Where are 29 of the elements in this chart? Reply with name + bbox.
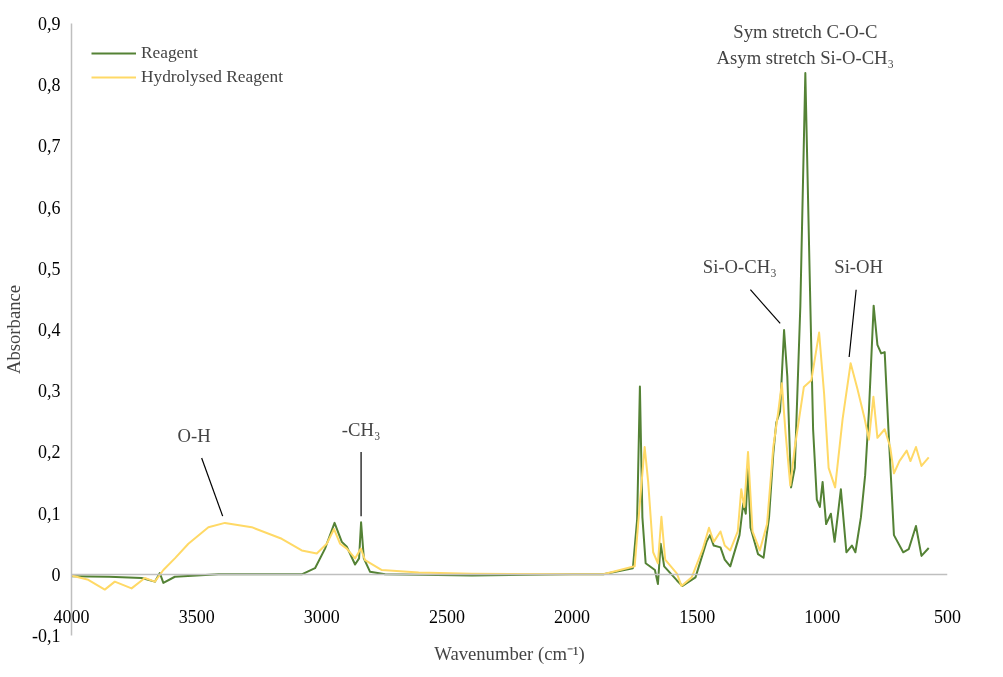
- x-tick-label: 4000: [53, 606, 90, 627]
- y-tick-label: 0,1: [38, 503, 61, 524]
- annotation: O-H: [177, 424, 211, 446]
- x-tick-label: 2500: [428, 606, 465, 627]
- x-axis-title: Wavenumber (cm⁻¹): [434, 642, 585, 665]
- y-tick-label: 0,3: [38, 381, 61, 402]
- y-axis-title: Absorbance: [3, 284, 25, 375]
- x-tick-label: 2000: [554, 606, 591, 627]
- legend-label: Hydrolysed Reagent: [141, 67, 283, 87]
- annotation: Si-O-CH₃: [702, 256, 777, 278]
- y-tick-label: 0,7: [38, 136, 61, 157]
- line-series: [71, 331, 930, 591]
- y-tick-label: 0,6: [38, 197, 61, 218]
- x-tick-label: 3000: [303, 606, 340, 627]
- y-tick-label: 0,5: [38, 258, 61, 279]
- y-tick-label: 0,8: [38, 75, 61, 96]
- annotation: -CH₃: [341, 418, 381, 440]
- x-tick-label: 500: [934, 606, 961, 627]
- x-tick-label: 3500: [178, 606, 215, 627]
- y-tick-label: 0,2: [38, 442, 61, 463]
- x-tick-label: 1000: [804, 606, 841, 627]
- legend-label: Reagent: [141, 43, 198, 63]
- x-tick-label: 1500: [679, 606, 716, 627]
- y-tick-label: 0,9: [38, 14, 61, 34]
- y-tick-label: -0,1: [32, 626, 61, 646]
- annotation: Sym stretch C-O-C Asym stretch Si-O-CH₃: [716, 21, 895, 68]
- annotation: Si-OH: [834, 256, 884, 278]
- y-tick-label: 0,4: [38, 320, 61, 340]
- y-tick-label: 0: [51, 564, 61, 585]
